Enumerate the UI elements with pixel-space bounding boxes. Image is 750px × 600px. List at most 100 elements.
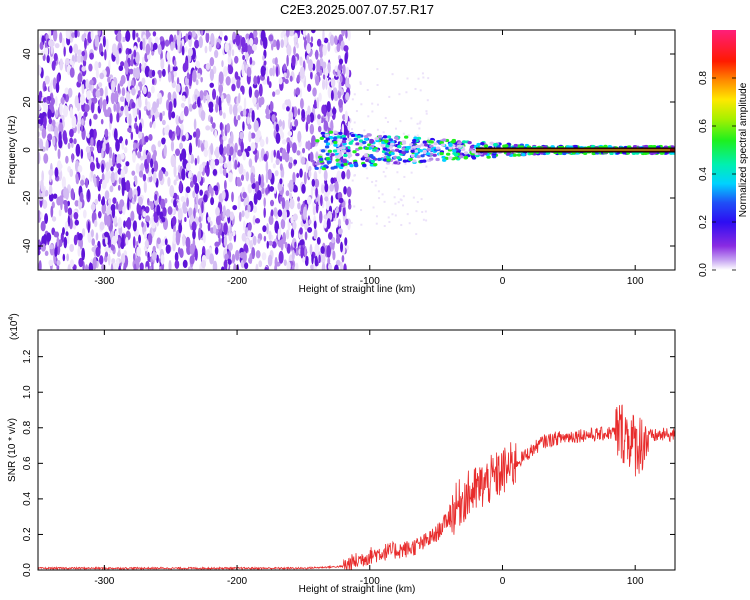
snr-scale-exp: 4 [8, 317, 15, 321]
heatmap-cell [360, 157, 366, 161]
heatmap-cell [393, 155, 398, 159]
heatmap-cell [440, 143, 446, 147]
heatmap-cell [189, 180, 194, 188]
heatmap-cell [371, 180, 374, 183]
heatmap-cell [258, 173, 261, 186]
heatmap-cell [74, 30, 78, 39]
heatmap-cell [291, 142, 297, 154]
heatmap-cell [74, 95, 79, 109]
heatmap-cell [205, 30, 211, 34]
heatmap-cell [80, 148, 84, 159]
heatmap-cell [99, 96, 103, 110]
heatmap-cell [425, 219, 428, 222]
heatmap-cell [303, 171, 307, 185]
heatmap-cell [562, 151, 567, 156]
heatmap-cell [185, 132, 189, 141]
heatmap-cell [317, 114, 321, 120]
heatmap-cell [80, 179, 85, 186]
heatmap-cell [219, 109, 223, 116]
heatmap-cell [305, 160, 309, 173]
heatmap-cell [97, 82, 103, 88]
heatmap-cell [338, 98, 344, 108]
heatmap-cell [388, 220, 391, 223]
heatmap-cell [50, 40, 55, 47]
heatmap-cell [108, 158, 112, 169]
heatmap-cell [64, 200, 68, 213]
heatmap-cell [279, 155, 283, 162]
heatmap-cell [265, 187, 269, 196]
heatmap-cell [383, 200, 386, 203]
heatmap-cell [58, 131, 62, 144]
heatmap-cell [242, 251, 247, 264]
heatmap-cell [242, 191, 247, 199]
heatmap-cell [413, 149, 419, 153]
heatmap-cell [76, 30, 80, 38]
heatmap-cell [210, 197, 215, 206]
heatmap-cell [297, 196, 301, 202]
heatmap-cell [314, 255, 318, 267]
heatmap-cell [467, 140, 472, 145]
heatmap-cell [65, 155, 69, 164]
heatmap-cell [166, 51, 171, 61]
heatmap-cell [351, 159, 354, 162]
heatmap-cell [312, 205, 316, 216]
heatmap-cell [146, 91, 152, 99]
heatmap-cell [277, 209, 283, 217]
heatmap-cell [397, 201, 400, 204]
heatmap-cell [270, 150, 274, 163]
heatmap-cell [59, 32, 63, 44]
heatmap-cell [315, 49, 319, 60]
heatmap-cell [310, 264, 315, 270]
heatmap-cell [179, 142, 183, 150]
heatmap-cell [353, 137, 359, 141]
heatmap-cell [422, 218, 425, 221]
heatmap-cell [83, 110, 88, 118]
heatmap-cell [358, 137, 361, 140]
heatmap-cell [231, 76, 236, 85]
heatmap-cell [254, 181, 260, 194]
heatmap-cell [416, 201, 419, 204]
heatmap-cell [214, 49, 219, 59]
heatmap-cell [210, 33, 215, 47]
heatmap-cell [199, 222, 203, 230]
heatmap-cell [186, 197, 189, 207]
heatmap-cell [322, 61, 327, 69]
heatmap-cell [377, 190, 380, 193]
colorbar-ticks: 0.0 0.2 0.4 0.6 0.8 [698, 71, 736, 277]
heatmap-cell [319, 136, 324, 140]
heatmap-cell [422, 159, 427, 163]
heatmap-cell [205, 31, 210, 44]
heatmap-cell [90, 229, 94, 238]
heatmap-cell [115, 201, 119, 210]
heatmap-cell [167, 206, 173, 215]
heatmap-cell [483, 144, 489, 148]
heatmap-cell [341, 254, 345, 263]
heatmap-cell [387, 216, 390, 219]
heatmap-cell [217, 231, 221, 239]
y-tick-label: 0.8 [22, 420, 33, 434]
heatmap-cell [108, 146, 113, 160]
heatmap-cell [123, 263, 127, 270]
heatmap-cell [157, 111, 161, 118]
x-tick-label: -200 [227, 276, 247, 287]
heatmap-cell [351, 143, 354, 146]
heatmap-cell [457, 141, 462, 145]
heatmap-cell [260, 30, 266, 42]
heatmap-cell [147, 170, 152, 178]
heatmap-cell [38, 104, 41, 111]
heatmap-cell [373, 162, 378, 167]
heatmap-cell [304, 245, 307, 258]
heatmap-cell [254, 218, 261, 224]
heatmap-cell [118, 47, 122, 54]
heatmap-cell [228, 242, 233, 252]
heatmap-cell [382, 131, 385, 134]
heatmap-cell [247, 204, 251, 213]
heatmap-cell [201, 201, 204, 214]
heatmap-cell [366, 177, 369, 180]
heatmap-cell [386, 120, 389, 123]
heatmap-cell [268, 34, 274, 42]
heatmap-cell [295, 87, 301, 96]
heatmap-cell [401, 147, 406, 151]
heatmap-cell [129, 68, 134, 75]
